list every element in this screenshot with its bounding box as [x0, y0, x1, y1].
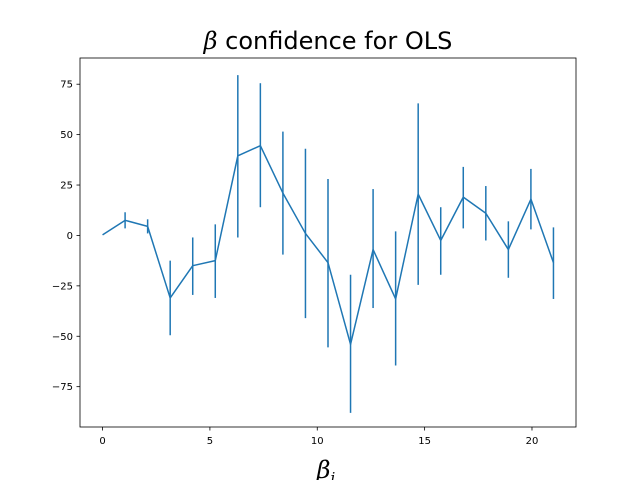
- data-point: [282, 192, 284, 194]
- chart-title: β confidence for OLS: [203, 27, 453, 55]
- y-tick-label: 25: [60, 181, 73, 192]
- x-axis-ticks: 0 5 10 15 20: [99, 427, 538, 447]
- y-tick-label: 50: [60, 130, 73, 141]
- data-point: [304, 232, 306, 234]
- y-tick-label: −50: [52, 332, 73, 343]
- y-tick-label: −75: [52, 382, 73, 393]
- y-tick-label: 0: [67, 231, 73, 242]
- data-point: [237, 155, 239, 157]
- data-point: [440, 239, 442, 241]
- data-point: [169, 297, 171, 299]
- x-tick-label: 5: [207, 436, 213, 447]
- x-axis-label-base: β: [316, 456, 331, 480]
- data-point: [259, 145, 261, 147]
- data-point: [214, 260, 216, 262]
- x-axis-label-subscript: i: [331, 469, 336, 480]
- title-symbol: β: [203, 27, 218, 55]
- y-axis-ticks: −75 −50 −25 0 25 50 75: [52, 80, 80, 393]
- data-point: [372, 249, 374, 251]
- data-point: [507, 249, 509, 251]
- data-point: [417, 193, 419, 195]
- series-line: [102, 144, 555, 346]
- title-text: confidence for OLS: [218, 27, 453, 55]
- data-point: [124, 219, 126, 221]
- x-tick-label: 0: [99, 436, 105, 447]
- data-point: [102, 234, 104, 236]
- data-point: [147, 225, 149, 227]
- series-lines: [102, 144, 555, 346]
- data-point: [395, 298, 397, 300]
- error-bars: [124, 75, 555, 413]
- data-point: [530, 198, 532, 200]
- y-tick-label: 75: [60, 80, 73, 91]
- y-tick-label: −25: [52, 281, 73, 292]
- data-point: [327, 262, 329, 264]
- x-tick-label: 10: [311, 436, 324, 447]
- x-axis-label: βi: [316, 456, 336, 480]
- data-point: [462, 196, 464, 198]
- axes-frame: [79, 57, 577, 428]
- x-tick-label: 15: [418, 436, 431, 447]
- data-point: [552, 262, 554, 264]
- plot-area: [79, 57, 577, 428]
- data-point: [485, 212, 487, 214]
- data-point: [192, 265, 194, 267]
- x-tick-label: 20: [526, 436, 539, 447]
- data-point: [350, 343, 352, 345]
